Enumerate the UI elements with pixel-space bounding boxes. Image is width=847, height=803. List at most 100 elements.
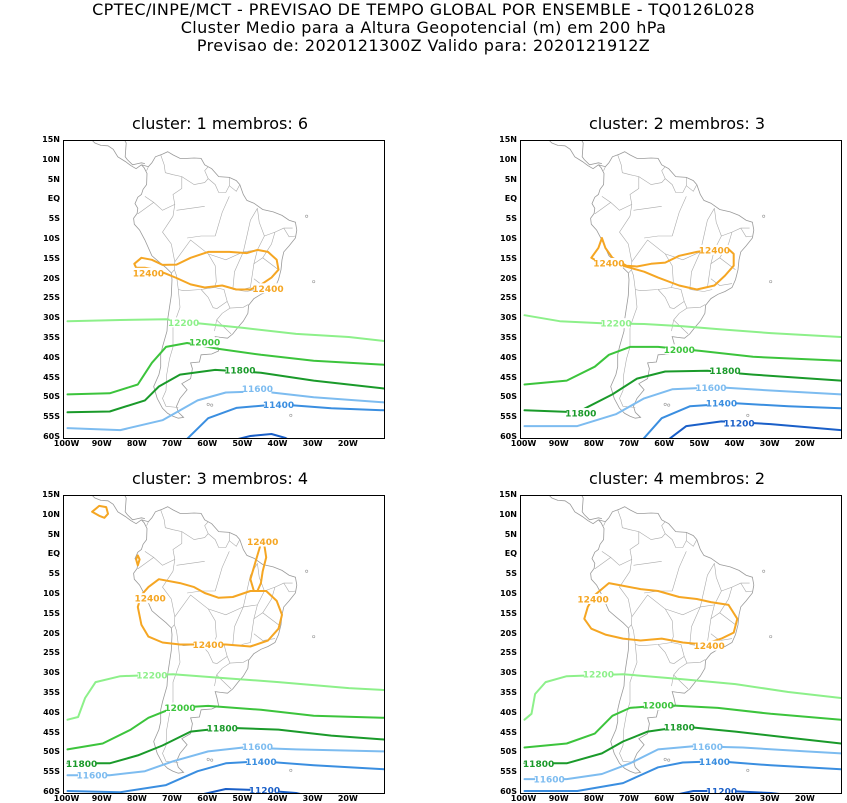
coastline — [581, 141, 602, 166]
political-border — [665, 532, 687, 548]
lat-tick-label: 55S — [500, 767, 517, 777]
political-border — [721, 227, 750, 237]
contour-12400 — [91, 504, 109, 519]
lat-tick-label: 50S — [500, 747, 517, 757]
contour-label-c11600b: 11600 — [533, 776, 564, 786]
lon-tick-label: 30W — [759, 794, 780, 803]
contour-label-bg — [78, 770, 107, 781]
coastline — [92, 496, 142, 525]
political-border — [146, 521, 149, 526]
contour-label-c12400a: 12400 — [133, 269, 164, 279]
lat-tick-label: 15N — [42, 135, 60, 144]
lon-tick-label: 70W — [619, 439, 639, 448]
lat-tick-label: 40S — [500, 352, 517, 362]
contour-label-bg — [194, 639, 223, 650]
contour-label-c11200: 11200 — [249, 787, 280, 793]
lat-tick-label: 55S — [500, 412, 517, 422]
contour-label-bg — [250, 785, 279, 793]
political-border — [714, 563, 722, 592]
lat-tick-label: 10N — [42, 509, 60, 519]
contour-label-bg — [707, 398, 736, 409]
political-border — [631, 239, 674, 292]
contour-11200 — [237, 433, 288, 438]
political-border — [144, 196, 175, 211]
lat-tick-label: 10S — [43, 234, 60, 243]
lat-tick-label: 60S — [500, 787, 517, 796]
contour-11600 — [66, 390, 384, 432]
panel-title-1: cluster: 1 membros: 6 — [131, 114, 309, 133]
lat-tick-label: 15N — [499, 490, 517, 499]
contour-label-bg — [725, 417, 754, 428]
contour-label-bg — [707, 786, 736, 793]
political-border — [710, 612, 720, 620]
contour-label-bg — [137, 669, 166, 680]
map-plot-4: 12400 12400 12200 12000 11800 11800 11600 11600… — [523, 496, 841, 793]
contour-11800 — [523, 725, 841, 765]
political-border — [187, 235, 216, 239]
lat-tick-label: 35S — [500, 333, 517, 342]
coastline — [124, 496, 145, 521]
contour-label-bg — [665, 721, 694, 732]
contour-label-bg — [243, 741, 272, 752]
lon-tick-label: 90W — [91, 794, 112, 803]
political-border — [181, 166, 209, 185]
contour-12000 — [523, 704, 841, 749]
lon-tick-label: 90W — [548, 439, 569, 448]
political-border — [137, 557, 154, 570]
lat-tick-label: 15S — [500, 608, 517, 618]
contour-12400 — [135, 554, 141, 567]
political-border — [594, 202, 611, 215]
lat-tick-label: 50S — [43, 747, 60, 757]
lat-tick-label: EQ — [504, 549, 517, 559]
lon-tick-label: 70W — [162, 794, 182, 803]
contour-label-c11800b: 11800 — [565, 410, 596, 420]
contour-label-bg — [700, 756, 729, 767]
contour-label-c12400b: 12400 — [252, 285, 283, 295]
map-plot-2: 12400 12400 12200 12000 11800 11800 11600 11400… — [523, 141, 841, 438]
political-border — [617, 509, 623, 528]
island — [762, 214, 766, 218]
political-border — [253, 633, 276, 641]
lon-tick-label: 90W — [548, 794, 569, 803]
contour-label-bg — [594, 257, 623, 268]
contour-label-c12000: 12000 — [189, 339, 220, 349]
contour-label-bg — [695, 640, 724, 651]
political-border — [243, 563, 258, 607]
lon-tick-label: 100W — [53, 794, 80, 803]
political-border — [686, 184, 698, 192]
lat-tick-label: 30S — [500, 668, 517, 678]
lon-tick-label: 40W — [267, 794, 288, 803]
contour-12200 — [66, 318, 384, 342]
forecast-dates: Previsao de: 2020121300Z Valido para: 20… — [196, 36, 651, 55]
contour-12200 — [523, 673, 841, 721]
lat-tick-label: 5S — [505, 569, 517, 579]
political-border — [200, 287, 228, 309]
political-border — [638, 521, 666, 540]
contour-label-c12400b: 12400 — [693, 642, 724, 652]
contour-12000 — [523, 345, 841, 386]
lat-tick-label: EQ — [47, 549, 60, 559]
lat-tick-label: 10N — [499, 154, 517, 164]
political-border — [719, 587, 736, 625]
panel-title-3: cluster: 3 membros: 4 — [131, 469, 309, 488]
political-border — [253, 257, 263, 265]
map-panel-3: 12400 12400 12400 12200 12000 11800 11800 11600… — [63, 495, 385, 794]
lat-tick-label: 5S — [48, 569, 60, 579]
lat-tick-label: 20S — [43, 628, 60, 638]
contour-label-c11800b: 11800 — [523, 760, 554, 770]
lon-tick-label: 80W — [126, 439, 147, 448]
contour-label-c12200: 12200 — [583, 671, 614, 681]
coastline — [581, 496, 602, 521]
contour-11400 — [186, 403, 384, 438]
lat-tick-label: 15S — [43, 253, 60, 263]
political-border — [229, 184, 241, 192]
contour-label-c11600: 11600 — [692, 743, 723, 753]
political-border — [243, 208, 258, 252]
political-border — [665, 177, 687, 193]
contour-12400 — [249, 538, 268, 592]
contour-label-bg — [601, 318, 630, 329]
political-border — [689, 289, 713, 292]
political-border — [174, 239, 217, 292]
political-border — [673, 656, 689, 690]
lon-tick-label: 60W — [654, 794, 675, 803]
